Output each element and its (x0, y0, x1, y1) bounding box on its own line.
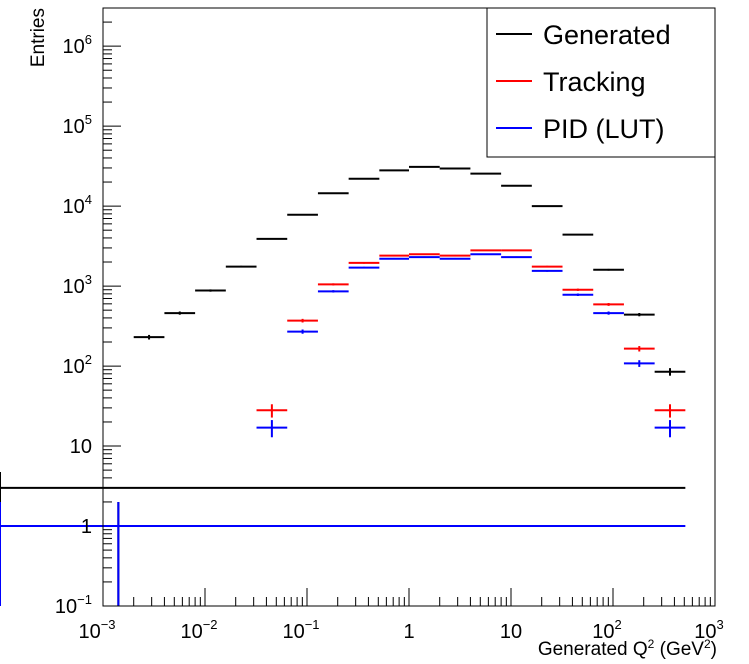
x-tick-label: 102 (592, 617, 621, 643)
data-series (0, 165, 686, 606)
legend-label: Generated (543, 20, 671, 50)
x-axis-title: Generated Q2 (GeV2) (538, 637, 717, 660)
y-tick-label: 10−1 (55, 592, 92, 618)
plot-frame (102, 7, 716, 607)
y-axis-title: Entries (28, 8, 49, 67)
tick-labels: 10−3 10−2 10−1 1 10 102 103 10−1 1 10 102 103 104 105… (55, 32, 724, 643)
legend-box (486, 7, 716, 158)
x-tick-label: 10−1 (282, 617, 319, 643)
legend-label: PID (LUT) (543, 114, 665, 144)
x-tick-label: 10−2 (180, 617, 217, 643)
legend-label: Tracking (543, 67, 646, 97)
x-tick-label: 10 (500, 621, 522, 643)
y-tick-label: 102 (63, 352, 92, 378)
y-tick-label: 105 (63, 112, 92, 138)
series-generated (0, 165, 686, 606)
y-tick-label: 106 (63, 32, 92, 58)
y-tick-label: 103 (63, 272, 92, 298)
y-tick-label: 10 (70, 436, 92, 458)
legend: Generated Tracking PID (LUT) (486, 7, 716, 158)
x-tick-label: 10−3 (78, 617, 115, 643)
y-tick-label: 104 (63, 192, 92, 218)
y-tick-label: 1 (81, 516, 92, 538)
series-tracking (256, 249, 686, 418)
x-tick-label: 1 (403, 621, 414, 643)
x-tick-label: 103 (694, 617, 723, 643)
series-pid-lut (0, 253, 686, 606)
